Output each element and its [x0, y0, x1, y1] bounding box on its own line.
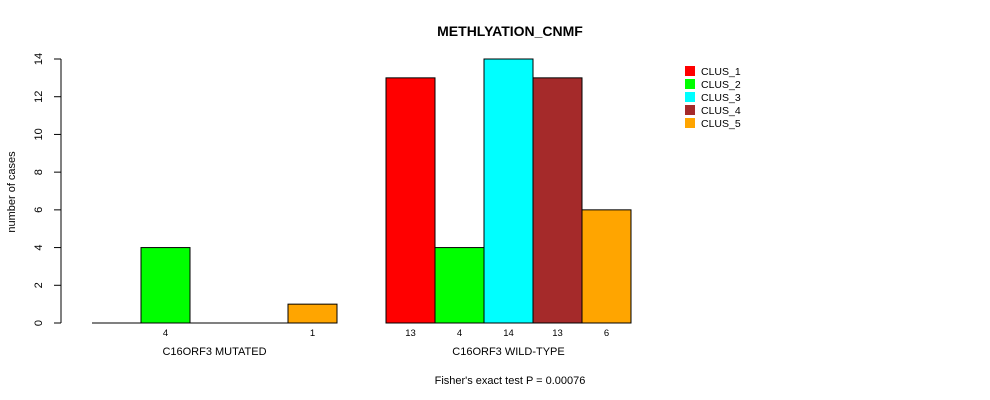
legend-label: CLUS_4: [701, 105, 741, 117]
bar-clus-5-group-1: [287, 303, 338, 324]
group-label: C16ORF3 MUTATED: [162, 346, 266, 358]
bar-value-label: 4: [457, 328, 462, 339]
group-label: C16ORF3 WILD-TYPE: [452, 346, 564, 358]
bar-clus-1-group-2: [385, 77, 436, 324]
bar-clus-3-group-2: [483, 58, 534, 324]
bar-value-label: 4: [163, 328, 168, 339]
group-labels: C16ORF3 MUTATED C16ORF3 WILD-TYPE: [162, 346, 564, 358]
legend-swatch-clus-2: [685, 79, 695, 89]
bar-clus-4-group-2: [532, 77, 583, 324]
bar-value-label: 6: [604, 328, 609, 339]
bar-value-label: 14: [503, 328, 514, 339]
y-axis: 0 2 4 6 8 10 12 14: [33, 53, 62, 326]
bar-value-label: 13: [405, 328, 416, 339]
y-tick-label: 8: [33, 169, 45, 175]
bar-value-label: 13: [552, 328, 563, 339]
y-axis-label: number of cases: [6, 151, 18, 233]
legend-label: CLUS_5: [701, 118, 741, 130]
bars: [92, 58, 632, 324]
y-tick-label: 2: [33, 282, 45, 288]
y-tick-label: 0: [33, 320, 45, 326]
y-tick-label: 12: [33, 91, 45, 103]
bar-clus-5-group-2: [581, 209, 632, 324]
legend-swatch-clus-5: [685, 118, 695, 128]
y-tick-label: 6: [33, 207, 45, 213]
footnote: Fisher's exact test P = 0.00076: [435, 375, 586, 387]
bar-clus-2-group-2: [434, 247, 485, 324]
y-tick-label: 4: [33, 245, 45, 251]
y-tick-label: 10: [33, 128, 45, 140]
bar-value-label: 1: [310, 328, 315, 339]
chart-title: METHLYATION_CNMF: [437, 23, 583, 39]
legend-label: CLUS_3: [701, 92, 741, 104]
legend-label: CLUS_2: [701, 79, 741, 91]
legend-swatch-clus-4: [685, 105, 695, 115]
bar-value-labels: 4 1 13 4 14 13 6: [163, 328, 609, 339]
bar-clus-2-group-1: [140, 247, 191, 324]
legend-swatch-clus-1: [685, 66, 695, 76]
legend-swatch-clus-3: [685, 92, 695, 102]
legend-label: CLUS_1: [701, 66, 741, 78]
y-tick-label: 14: [33, 53, 45, 65]
